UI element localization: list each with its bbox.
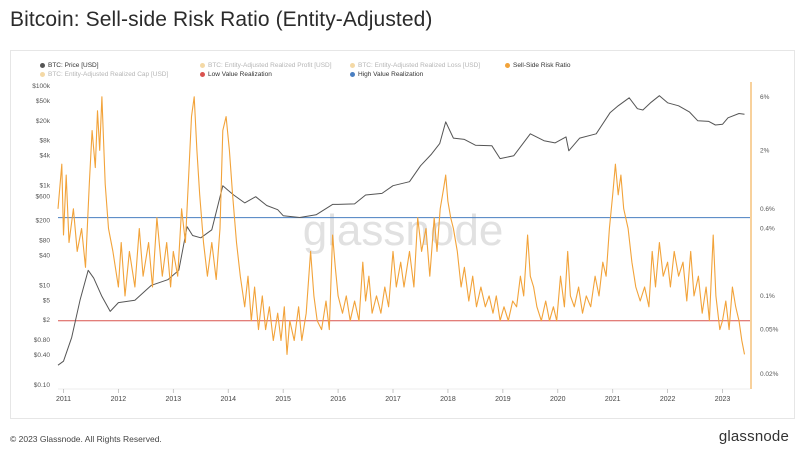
y-left-tick-label: $10 [39,282,50,289]
legend-item-realized-cap[interactable]: BTC: Entity-Adjusted Realized Cap [USD] [40,71,168,78]
x-tick-label: 2017 [385,396,401,403]
legend-item-realized-profit[interactable]: BTC: Entity-Adjusted Realized Profit [US… [200,62,332,69]
x-tick-label: 2019 [495,396,511,403]
y-left-tick-label: $80 [39,237,50,244]
y-left-tick-label: $50k [36,98,51,105]
legend-dot-icon [40,71,45,77]
legend-label: High Value Realization [358,71,424,78]
x-tick-label: 2020 [550,396,566,403]
legend-dot-icon [505,62,510,68]
x-tick-label: 2022 [660,396,676,403]
y-left-tick-label: $20k [36,118,51,125]
series-group [57,95,750,366]
y-left-tick-label: $5 [43,297,51,304]
y-left-tick-label: $8k [40,138,51,145]
legend-dot-icon [40,62,45,68]
legend-label: BTC: Entity-Adjusted Realized Cap [USD] [48,71,169,78]
x-tick-label: 2011 [56,396,71,403]
legend-item-sell-side-risk-ratio[interactable]: Sell-Side Risk Ratio [505,62,570,69]
y-left-tick-label: $0.40 [34,352,51,359]
chart-title: Bitcoin: Sell-side Risk Ratio (Entity-Ad… [10,8,433,31]
x-tick-label: 2023 [715,396,731,403]
legend-dot-icon [200,62,205,68]
y-right-tick-label: 2% [760,147,770,154]
legend-label: BTC: Price [USD] [48,62,99,69]
legend-item-price[interactable]: BTC: Price [USD] [40,62,99,69]
legend-dot-icon [350,62,355,68]
footer-copyright: © 2023 Glassnode. All Rights Reserved. [10,434,162,444]
x-tick-label: 2013 [166,396,182,403]
footer-logo[interactable]: glassnode [718,428,789,445]
y-left-tick-label: $0.80 [34,337,51,344]
y-left-tick-label: $100k [32,83,50,90]
y-right-tick-label: 0.6% [760,206,775,213]
chart-panel [10,50,795,419]
y-left-tick-label: $2 [43,317,51,324]
y-left-tick-label: $0.10 [34,382,51,389]
y-left-tick-label: $200 [36,217,51,224]
x-tick-label: 2018 [440,396,456,403]
legend-label: Low Value Realization [208,71,272,78]
legend-dot-icon [350,71,355,77]
x-tick-label: 2016 [330,396,346,403]
y-right-tick-label: 0.1% [760,293,775,300]
x-tick-label: 2014 [220,396,236,403]
y-left-tick-label: $4k [40,153,51,160]
x-axis: 2011 2012 2013 2014 2015 2016 2017 2018 2019 2020… [56,388,750,403]
legend-item-realized-loss[interactable]: BTC: Entity-Adjusted Realized Loss [USD] [350,62,480,69]
legend-label: BTC: Entity-Adjusted Realized Profit [US… [208,62,332,69]
x-tick-label: 2012 [111,396,127,403]
y-left-tick-label: $1k [40,183,51,190]
y-right-tick-label: 0.02% [760,371,779,378]
x-tick-label: 2021 [605,396,621,403]
legend-label: Sell-Side Risk Ratio [513,62,571,69]
legend-item-high-value-realization[interactable]: High Value Realization [350,71,423,78]
y-left-tick-label: $600 [36,194,51,201]
y-right-tick-label: 6% [760,94,770,101]
y-right-tick-label: 0.4% [760,226,775,233]
y-axis-right: 6% 2% 0.6% 0.4% 0.1% 0.05% 0.02% [750,82,779,389]
legend-item-low-value-realization[interactable]: Low Value Realization [200,71,272,78]
y-right-tick-label: 0.05% [760,327,779,334]
y-axis-left: $100k $50k $20k $8k $4k $1k $600 $200 $80 $40 $10 $… [32,83,50,389]
y-left-tick-label: $40 [39,252,50,259]
legend-label: BTC: Entity-Adjusted Realized Loss [USD] [358,62,481,69]
watermark: glassnode [303,206,504,255]
legend-dot-icon [200,71,205,77]
sell-side-risk-ratio-line [57,96,746,355]
x-tick-label: 2015 [275,396,291,403]
